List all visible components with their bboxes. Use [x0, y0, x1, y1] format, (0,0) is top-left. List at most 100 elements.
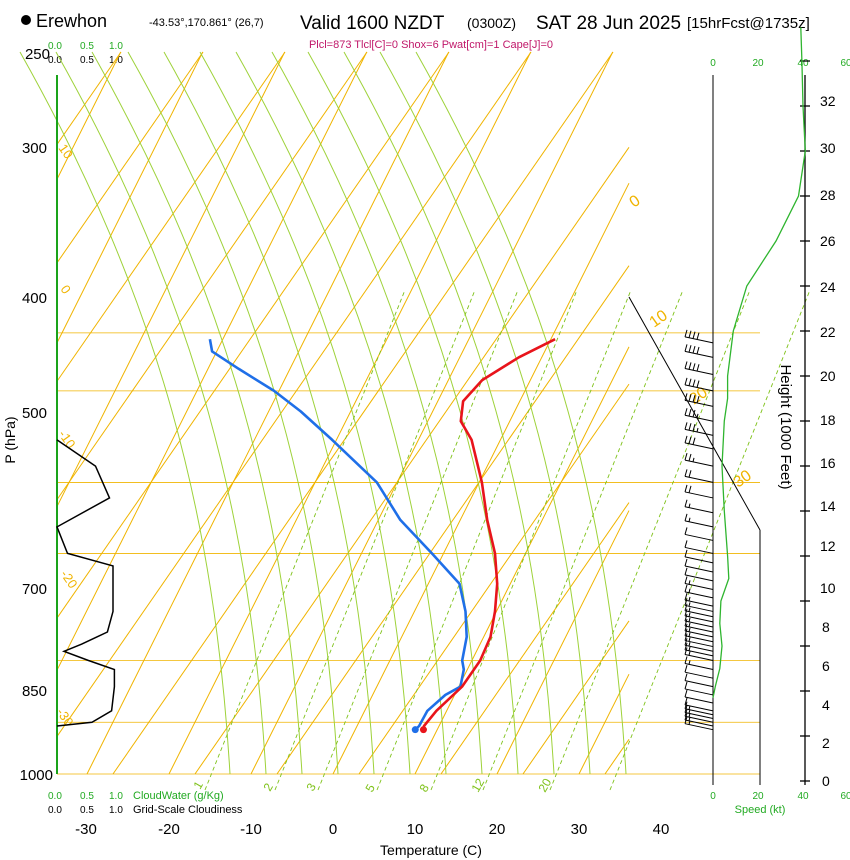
wind-barb-staff: [684, 644, 714, 652]
wind-barb-staff: [684, 546, 714, 554]
temperature-tick-label: -10: [240, 821, 262, 838]
mixing-ratio-line: [274, 289, 476, 791]
wind-barb-flag: [684, 681, 688, 690]
wind-barb-flag: [684, 435, 688, 444]
pressure-axis: 250 300 400 500 700 850 1000 P (hPa): [2, 46, 53, 784]
isotherm-label: 0: [58, 282, 74, 297]
height-tick-label: 6: [822, 658, 830, 674]
wind-barb-staff: [684, 610, 714, 618]
height-tick-label: 4: [822, 697, 830, 713]
wind-barb-flag: [696, 346, 700, 355]
mixing-ratio-label: 3: [303, 780, 319, 793]
wind-barb-staff: [684, 491, 714, 499]
wind-barb-staff: [684, 384, 714, 392]
height-tick-labels: 0 2 4 6 8 10 12 14 16 18 20 22 24 26 28 …: [820, 93, 836, 789]
wind-barb-staff: [684, 680, 714, 688]
forecast-date: SAT 28 Jun 2025: [536, 13, 681, 34]
dewpoint-line: [208, 338, 469, 731]
wind-barb-staff: [684, 704, 714, 712]
wind-barb-flag: [692, 437, 696, 445]
mixing-ratio-label: 12: [468, 776, 487, 795]
wind-barb-flag: [684, 329, 688, 338]
isotherm-line: [414, 346, 630, 775]
wind-barb-flag: [696, 332, 700, 340]
wind-barb-staff: [684, 459, 714, 467]
wind-barb-flag: [684, 408, 688, 416]
wind-barb: [684, 527, 714, 541]
forecast-hour: [15hrFcst@1735z]: [687, 15, 810, 32]
wind-barb-staff: [684, 591, 714, 599]
wind-barb-half-flag: [688, 517, 691, 522]
isotherm-label: 10: [647, 307, 671, 331]
wind-barb-flag: [688, 345, 692, 353]
wind-barb-staff: [684, 620, 714, 628]
pressure-tick-label: 1000: [20, 767, 53, 784]
isotherm-label: 0: [627, 192, 644, 211]
wind-barb: [684, 408, 714, 422]
wind-barb-staff: [684, 662, 714, 670]
height-tick-label: 0: [822, 773, 830, 789]
isotherm-line: [86, 51, 450, 775]
dry-adiabat-line: [56, 51, 286, 382]
wind-barb: [684, 642, 714, 657]
height-axis-title: Height (1000 Feet): [777, 364, 794, 489]
wind-barb: [684, 361, 714, 376]
speed-top-tick: 60: [840, 58, 850, 69]
wind-barb: [684, 656, 714, 670]
wind-barb-flag: [684, 452, 688, 461]
wind-barb-flag: [692, 424, 696, 432]
wind-barb-staff: [684, 640, 714, 648]
wind-barb: [684, 628, 714, 643]
wind-barb-flag: [684, 567, 688, 575]
moist-adiabat-line: [91, 51, 303, 775]
wind-barb-flag: [692, 363, 696, 371]
wind-barb-flag: [684, 584, 688, 593]
height-tick-label: 2: [822, 735, 830, 751]
pressure-tick-label: 250: [25, 46, 50, 63]
wind-barb: [684, 499, 714, 514]
cloudiness-line: [56, 439, 116, 727]
cloud-axis-top: 0.0 0.5 1.0 0.0 0.5 1.0: [48, 41, 123, 66]
wind-barb-flag: [684, 638, 688, 646]
height-tick-label: 20: [820, 368, 836, 384]
wind-barb-half-flag: [688, 632, 691, 637]
moist-adiabat-line: [235, 51, 447, 775]
dry-adiabat-line: [56, 51, 122, 145]
mixing-ratio-line: [430, 289, 632, 791]
cloud-bottom-cloudiness-tick: 0.5: [80, 805, 94, 816]
cloud-top-cloudiness-tick: 0.0: [48, 55, 62, 66]
wind-barb-flag: [684, 540, 688, 548]
wind-barb: [684, 647, 714, 661]
speed-bottom-tick: 20: [752, 791, 764, 802]
wind-barb-flag: [684, 697, 688, 705]
wind-barb: [684, 422, 714, 436]
wind-barb-flag: [692, 346, 696, 354]
wind-barb-flag: [684, 623, 688, 632]
mixing-ratio-label: 8: [416, 781, 432, 794]
pressure-tick-label: 500: [22, 405, 47, 422]
wind-barb-half-flag: [688, 588, 691, 593]
wind-barb: [684, 681, 714, 696]
cloudiness-label: Grid-Scale Cloudiness: [133, 804, 243, 816]
cloud-top-water-tick: 0.5: [80, 41, 94, 52]
dry-adiabat-line: [522, 620, 630, 775]
wind-barb-half-flag: [688, 612, 691, 617]
speed-top-tick: 20: [752, 58, 764, 69]
station-marker-icon: [21, 15, 31, 25]
pressure-tick-label: 300: [22, 140, 47, 157]
isotherm-label: 30: [731, 467, 755, 491]
wind-barb-flag: [688, 378, 692, 386]
wind-barb: [684, 567, 714, 582]
isotherm-line: [250, 51, 614, 775]
moist-adiabat-line: [379, 51, 591, 775]
wind-barb: [684, 697, 714, 712]
isotherm-line: [578, 673, 630, 775]
isotherm-label: 10: [56, 141, 77, 161]
wind-barb-flag: [684, 361, 688, 369]
wind-barb-half-flag: [688, 580, 691, 585]
cloud-bottom-cloudiness-tick: 0.0: [48, 805, 62, 816]
pressure-tick-label: 400: [22, 290, 47, 307]
moist-adiabat-line: [343, 51, 555, 775]
